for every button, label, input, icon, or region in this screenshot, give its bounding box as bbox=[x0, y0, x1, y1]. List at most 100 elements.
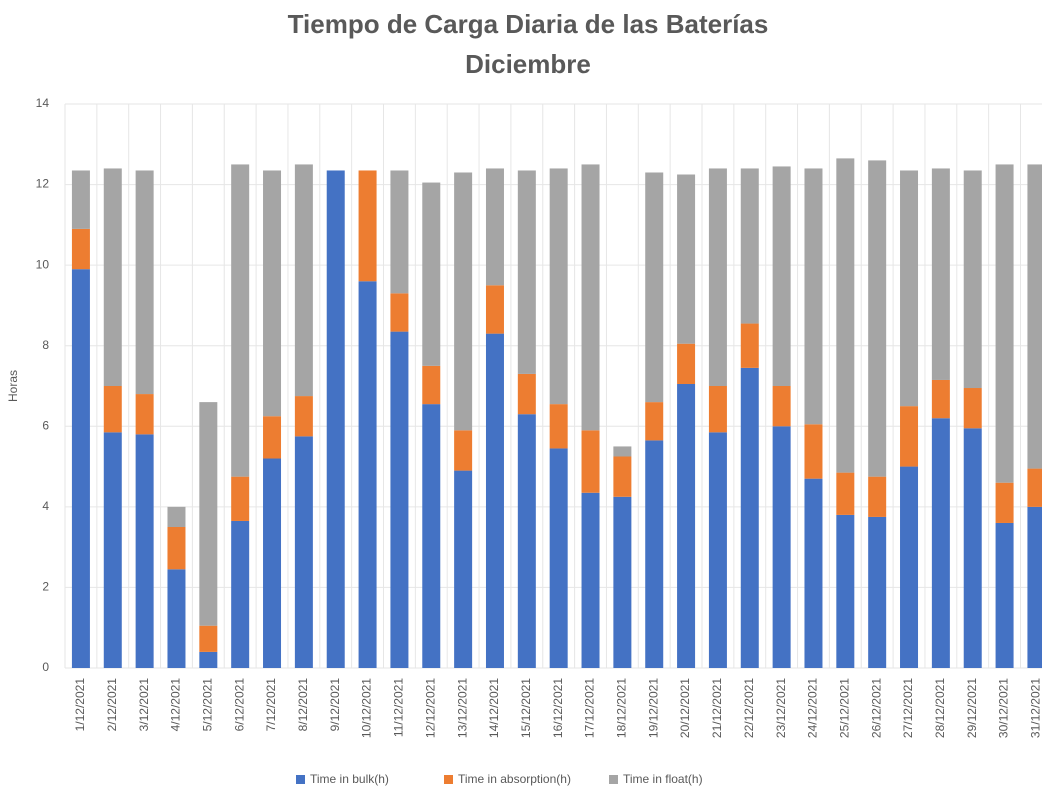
x-tick-label: 5/12/2021 bbox=[200, 678, 214, 732]
bar-segment bbox=[263, 170, 282, 417]
bar-segment bbox=[71, 269, 90, 668]
x-tick-label: 11/12/2021 bbox=[392, 678, 406, 737]
bar-segment bbox=[485, 168, 504, 286]
bar-segment bbox=[613, 456, 632, 497]
x-tick-label: 14/12/2021 bbox=[487, 678, 501, 738]
bar-segment bbox=[836, 514, 855, 668]
bar-segment bbox=[931, 418, 950, 668]
bar-segment bbox=[900, 406, 919, 467]
bar-segment bbox=[390, 293, 409, 332]
bar-segment bbox=[422, 404, 441, 668]
bar-segment bbox=[517, 170, 536, 374]
x-tick-label: 17/12/2021 bbox=[583, 678, 597, 738]
x-tick-label: 24/12/2021 bbox=[806, 678, 820, 738]
y-tick-label: 14 bbox=[36, 96, 50, 110]
x-tick-label: 8/12/2021 bbox=[296, 678, 310, 732]
bar-segment bbox=[645, 440, 664, 668]
bar-segment bbox=[294, 436, 313, 668]
bar-segment bbox=[900, 170, 919, 407]
bar-segment bbox=[454, 430, 473, 471]
chart-subtitle: Diciembre bbox=[465, 49, 591, 79]
x-tick-label: 26/12/2021 bbox=[869, 678, 883, 738]
bar-segment bbox=[581, 492, 600, 668]
legend-swatch bbox=[444, 775, 453, 784]
bar-segment bbox=[677, 174, 696, 344]
bar-segment bbox=[71, 228, 90, 270]
x-tick-label: 9/12/2021 bbox=[328, 678, 342, 732]
bar-segment bbox=[103, 432, 122, 668]
bar-segment bbox=[677, 383, 696, 668]
bar-segment bbox=[167, 569, 186, 668]
bar-segment bbox=[103, 168, 122, 386]
x-tick-label: 21/12/2021 bbox=[710, 678, 724, 738]
bar-segment bbox=[517, 414, 536, 668]
bar-segment bbox=[294, 164, 313, 397]
x-tick-label: 13/12/2021 bbox=[455, 678, 469, 738]
bar-segment bbox=[708, 432, 727, 668]
bar-segment bbox=[1027, 164, 1042, 469]
x-tick-label: 2/12/2021 bbox=[105, 678, 119, 732]
bar-segment bbox=[422, 365, 441, 405]
bar-segment bbox=[294, 396, 313, 437]
bar-segment bbox=[613, 446, 632, 457]
bar-segment bbox=[963, 428, 982, 668]
y-tick-label: 4 bbox=[42, 499, 49, 513]
bar-segment bbox=[135, 434, 154, 668]
bar-segment bbox=[231, 164, 250, 477]
bar-segment bbox=[868, 160, 887, 477]
bar-segment bbox=[103, 386, 122, 433]
x-tick-label: 12/12/2021 bbox=[423, 678, 437, 738]
bar-segment bbox=[613, 496, 632, 668]
bar-segment bbox=[900, 466, 919, 668]
bar-segment bbox=[645, 402, 664, 441]
chart-title: Tiempo de Carga Diaria de las Baterías bbox=[288, 9, 769, 39]
bar-segment bbox=[167, 527, 186, 570]
bar-segment bbox=[740, 323, 759, 368]
bar-segment bbox=[167, 506, 186, 527]
x-tick-label: 28/12/2021 bbox=[933, 678, 947, 738]
bar-segment bbox=[263, 458, 282, 668]
y-tick-label: 6 bbox=[42, 418, 49, 432]
bar-segment bbox=[804, 168, 823, 425]
bar-segment bbox=[804, 478, 823, 668]
bar-segment bbox=[708, 386, 727, 433]
bar-segment bbox=[422, 182, 441, 366]
x-tick-label: 16/12/2021 bbox=[551, 678, 565, 738]
bar-segment bbox=[581, 164, 600, 431]
bar-segment bbox=[358, 281, 377, 668]
x-tick-label: 7/12/2021 bbox=[264, 678, 278, 732]
bar-segment bbox=[263, 416, 282, 459]
bar-segment bbox=[326, 170, 345, 668]
bar-segment bbox=[677, 343, 696, 384]
bar-segment bbox=[517, 373, 536, 415]
y-axis-label: Horas bbox=[6, 370, 20, 402]
legend-label: Time in float(h) bbox=[623, 772, 703, 786]
bar-segment bbox=[868, 476, 887, 517]
bar-segment bbox=[71, 170, 90, 229]
y-tick-label: 0 bbox=[42, 660, 49, 674]
x-tick-label: 15/12/2021 bbox=[519, 678, 533, 738]
bar-segment bbox=[645, 172, 664, 403]
bar-segment bbox=[581, 430, 600, 493]
x-tick-label: 27/12/2021 bbox=[901, 678, 915, 738]
bar-segment bbox=[772, 426, 791, 668]
bar-segment bbox=[931, 168, 950, 380]
bar-segment bbox=[836, 472, 855, 515]
bar-segment bbox=[485, 333, 504, 668]
x-tick-label: 19/12/2021 bbox=[646, 678, 660, 738]
bar-segment bbox=[549, 404, 568, 449]
bar-segment bbox=[231, 520, 250, 668]
bar-segment bbox=[199, 402, 218, 626]
y-tick-label: 8 bbox=[42, 338, 49, 352]
bar-segment bbox=[1027, 506, 1042, 668]
bar-segment bbox=[549, 168, 568, 405]
bar-segment bbox=[995, 482, 1014, 523]
bar-segment bbox=[358, 170, 377, 282]
x-tick-label: 10/12/2021 bbox=[360, 678, 374, 738]
bar-segment bbox=[199, 651, 218, 668]
bar-segment bbox=[963, 170, 982, 389]
bar-segment bbox=[549, 448, 568, 668]
bar-segment bbox=[931, 379, 950, 419]
x-tick-label: 4/12/2021 bbox=[169, 678, 183, 732]
